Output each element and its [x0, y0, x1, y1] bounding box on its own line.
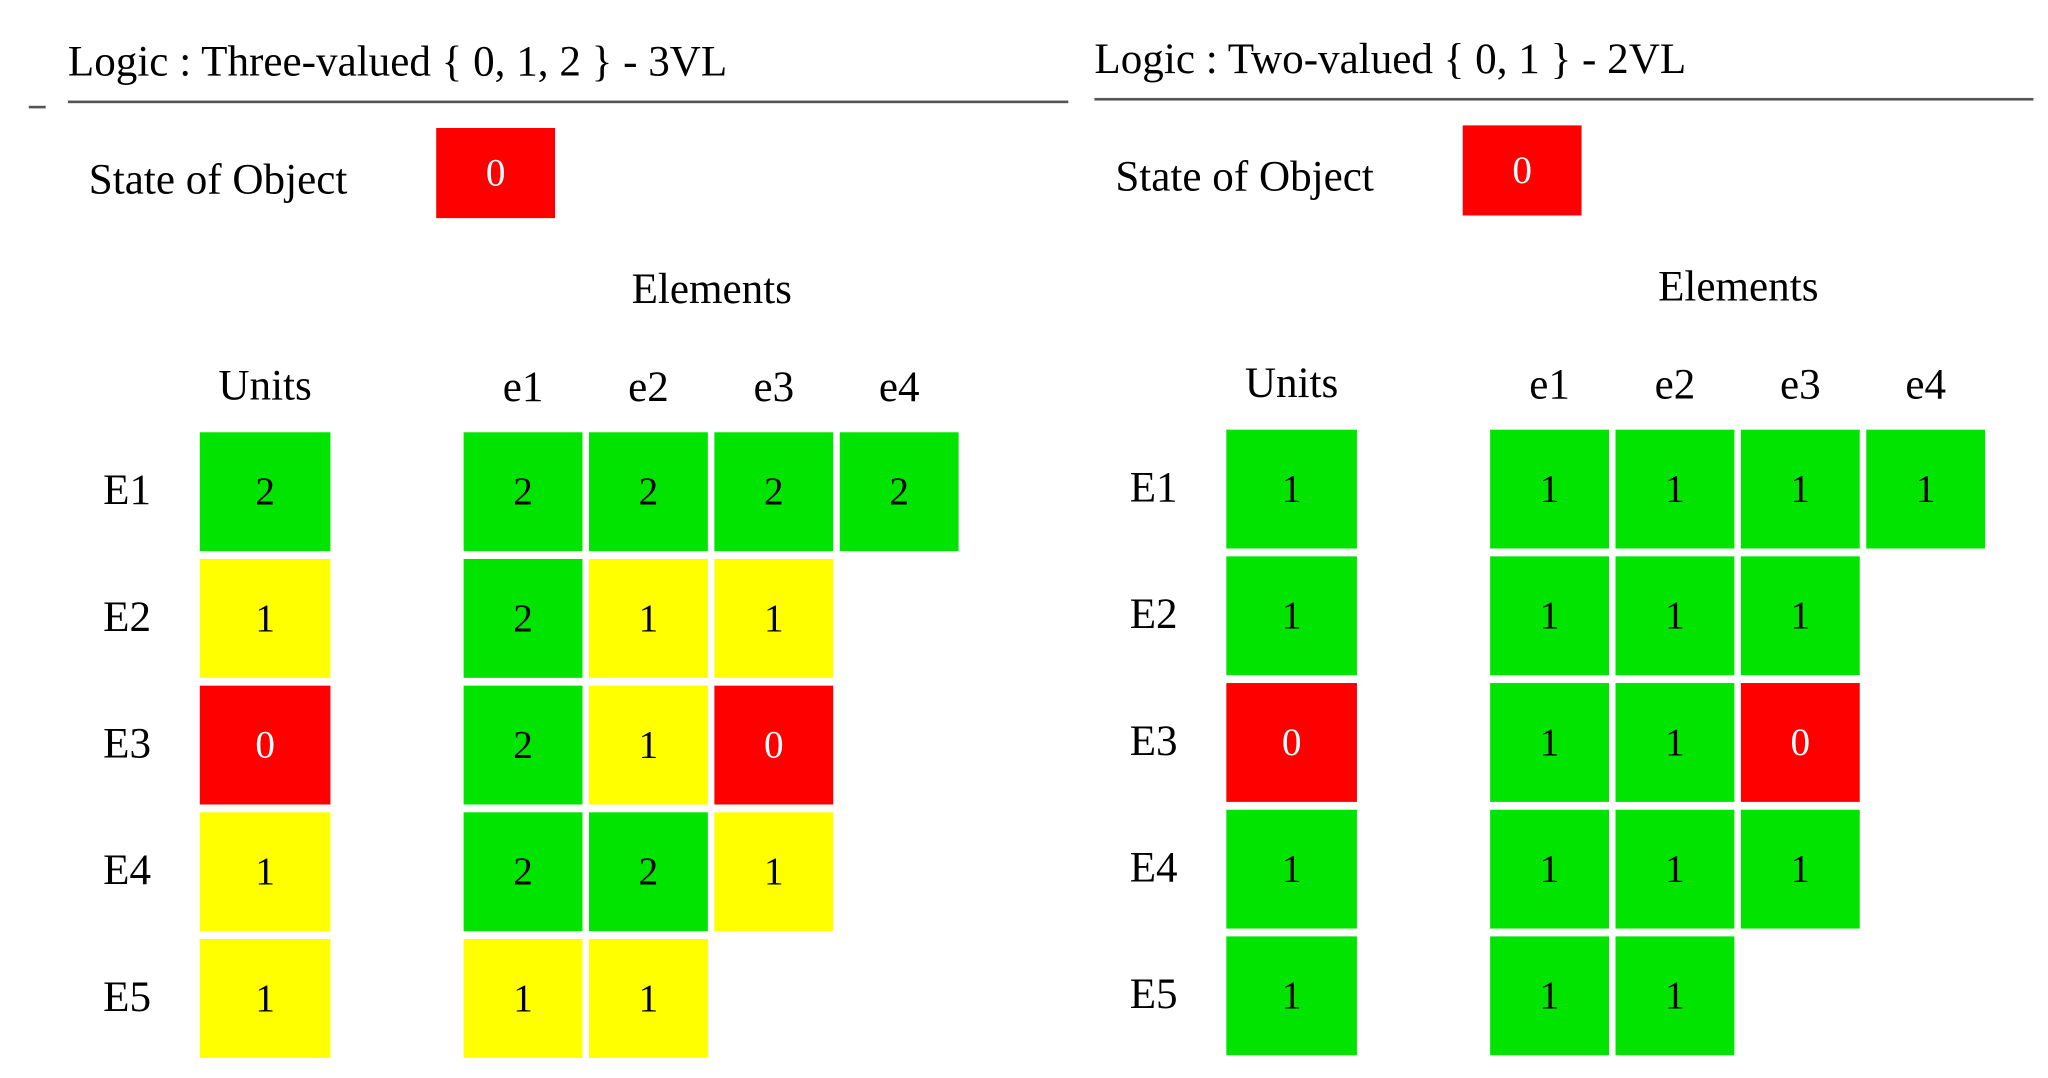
- element-cell: 1: [1615, 936, 1735, 1056]
- unit-cell: 1: [1226, 936, 1357, 1056]
- element-cell: 2: [463, 812, 583, 932]
- row-label: E3: [103, 720, 152, 768]
- element-cell: 1: [1490, 809, 1609, 929]
- column-header: e1: [502, 364, 544, 412]
- element-cell: 1: [1866, 429, 1986, 549]
- column-header: e2: [628, 364, 669, 412]
- element-cell: 1: [1615, 556, 1735, 676]
- element-cell: 1: [589, 685, 708, 805]
- element-cell: 1: [589, 939, 708, 1058]
- element-cell: 1: [1490, 936, 1609, 1056]
- element-cell: 2: [463, 685, 583, 805]
- elements-header: Elements: [631, 266, 792, 314]
- element-cell: 2: [839, 432, 959, 552]
- unit-cell: 1: [199, 558, 331, 678]
- unit-cell: 1: [1226, 809, 1357, 929]
- row-label: E5: [103, 974, 152, 1022]
- element-cell: 2: [714, 432, 834, 552]
- element-cell: 1: [1490, 429, 1609, 549]
- unit-cell: 1: [199, 939, 331, 1058]
- element-cell: 2: [589, 812, 708, 932]
- element-cell: 1: [1740, 809, 1860, 929]
- unit-cell: 1: [1226, 429, 1357, 549]
- unit-cell: 0: [1226, 683, 1357, 802]
- unit-cell: 0: [199, 685, 331, 805]
- column-header: e3: [753, 364, 795, 412]
- element-cell: 1: [1615, 809, 1735, 929]
- state-label: State of Object: [1115, 154, 1374, 202]
- element-cell: 1: [1490, 683, 1609, 802]
- dash: [28, 105, 46, 109]
- row-label: E3: [1129, 718, 1178, 766]
- row-label: E4: [1129, 844, 1178, 892]
- panel-title: Logic : Three-valued { 0, 1, 2 } - 3VL: [67, 39, 728, 87]
- state-label: State of Object: [88, 156, 348, 204]
- title-rule: [67, 100, 1069, 104]
- element-cell: 1: [589, 558, 708, 678]
- element-cell: 2: [463, 432, 583, 552]
- row-label: E5: [1129, 971, 1178, 1019]
- unit-cell: 2: [199, 432, 331, 552]
- element-cell: 2: [463, 558, 583, 678]
- state-value: 0: [1462, 125, 1582, 216]
- element-cell: 1: [1740, 556, 1860, 676]
- element-cell: 0: [714, 685, 834, 805]
- column-header: e4: [878, 364, 920, 412]
- row-label: E4: [103, 847, 152, 895]
- column-header: e4: [1905, 361, 1947, 409]
- units-header: Units: [218, 363, 312, 411]
- column-header: e3: [1779, 361, 1821, 409]
- element-cell: 1: [1615, 429, 1735, 549]
- unit-cell: 1: [1226, 556, 1357, 676]
- element-cell: 1: [714, 558, 834, 678]
- element-cell: 1: [1740, 429, 1860, 549]
- title-rule: [1094, 97, 2034, 101]
- element-cell: 1: [1615, 683, 1735, 802]
- row-label: E2: [1129, 591, 1178, 639]
- element-cell: 0: [1740, 683, 1860, 802]
- element-cell: 1: [463, 939, 583, 1058]
- element-cell: 2: [589, 432, 708, 552]
- element-cell: 1: [714, 812, 834, 932]
- element-cell: 1: [1490, 556, 1609, 676]
- unit-cell: 1: [199, 812, 331, 932]
- panel-title: Logic : Two-valued { 0, 1 } - 2VL: [1094, 36, 1687, 84]
- elements-header: Elements: [1658, 263, 1819, 311]
- units-header: Units: [1244, 360, 1339, 408]
- row-label: E1: [1129, 464, 1178, 512]
- row-label: E1: [103, 467, 152, 515]
- state-value: 0: [436, 127, 556, 219]
- column-header: e2: [1654, 361, 1696, 409]
- row-label: E2: [103, 594, 152, 642]
- column-header: e1: [1529, 361, 1570, 409]
